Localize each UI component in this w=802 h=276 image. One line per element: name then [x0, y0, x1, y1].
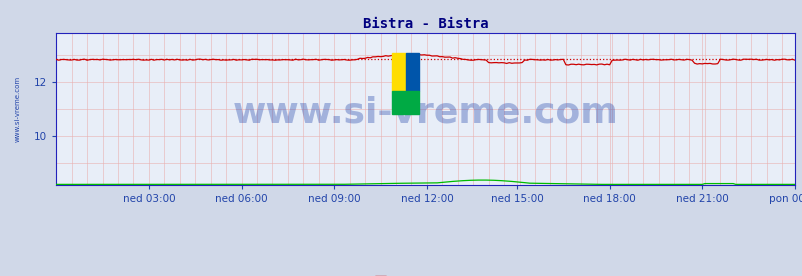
Title: Bistra - Bistra: Bistra - Bistra: [363, 17, 488, 31]
Bar: [392, 91, 419, 114]
Text: www.si-vreme.com: www.si-vreme.com: [14, 76, 21, 142]
Text: www.si-vreme.com: www.si-vreme.com: [233, 95, 618, 129]
Bar: [392, 53, 405, 91]
Bar: [405, 53, 419, 91]
